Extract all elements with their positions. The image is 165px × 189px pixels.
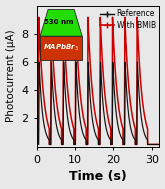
X-axis label: Time (s): Time (s) [69,170,127,184]
Legend: Reference, With BMIB: Reference, With BMIB [100,9,156,30]
Y-axis label: Photocurrent (μA): Photocurrent (μA) [6,30,16,122]
